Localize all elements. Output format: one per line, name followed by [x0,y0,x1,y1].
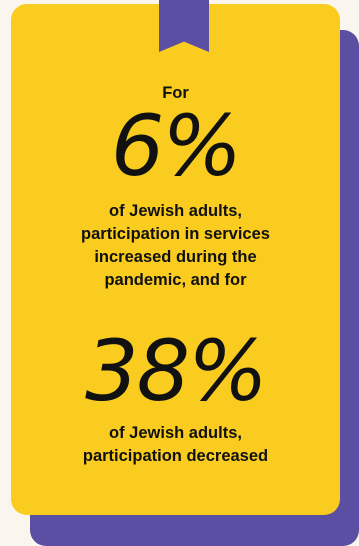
stat-decrease-percent: 38% [85,322,268,420]
stat-increase-description: of Jewish adults, participation in servi… [81,202,270,289]
bookmark-ribbon-icon [159,0,209,52]
stat-decrease-description: of Jewish adults, participation decrease… [82,424,269,465]
stat-card: For 6% of Jewish adults, participation i… [11,0,340,515]
stat-increase-percent: 6% [110,97,242,195]
intro-text: For [162,84,189,102]
